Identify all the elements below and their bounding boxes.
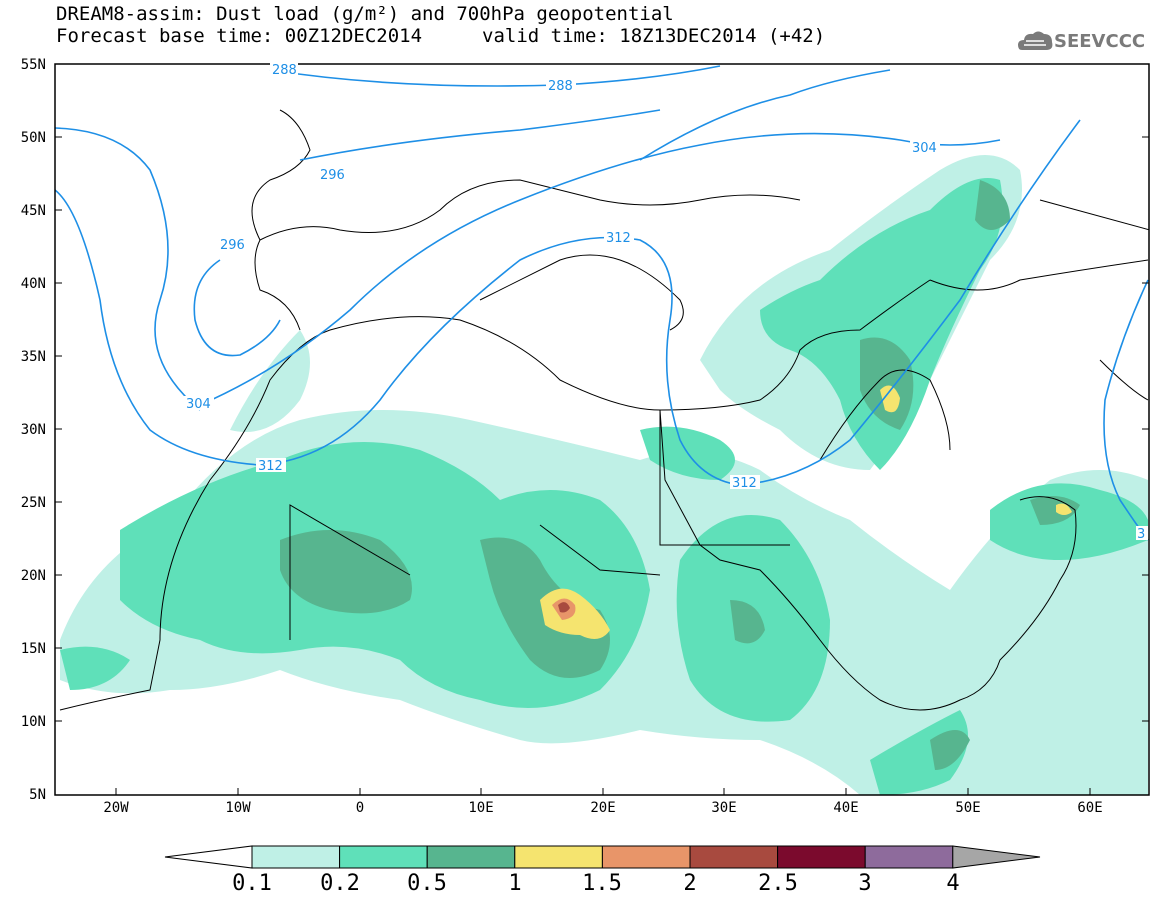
lon-label: 20W xyxy=(103,800,129,816)
contour-label: 312 xyxy=(606,231,631,246)
colorbar-swatch xyxy=(777,845,866,869)
contour-label: 3 xyxy=(1137,527,1145,542)
lat-label: 10N xyxy=(20,714,46,730)
colorbar-swatch xyxy=(251,845,341,869)
dust-field xyxy=(55,65,1149,795)
dust-band-2 xyxy=(558,602,570,613)
colorbar-label: 0.1 xyxy=(232,871,272,896)
contour-label: 304 xyxy=(186,397,211,412)
contour-label: 312 xyxy=(732,476,757,491)
colorbar-label: 1 xyxy=(508,871,522,896)
colorbar-swatch xyxy=(426,845,516,869)
chart-title: DREAM8-assim: Dust load (g/m²) and 700hP… xyxy=(56,3,674,25)
contour-label: 288 xyxy=(272,63,297,78)
lon-label: 50E xyxy=(955,800,981,816)
lon-label: 30E xyxy=(711,800,737,816)
base-time-label: Forecast base time: 00Z12DEC2014 xyxy=(56,25,423,47)
lat-label: 50N xyxy=(20,130,46,146)
colorbar-label: 4 xyxy=(946,871,960,896)
lat-label: 15N xyxy=(20,641,46,657)
colorbar-label: 0.2 xyxy=(320,871,360,896)
valid-time-label: valid time: 18Z13DEC2014 (+42) xyxy=(482,25,826,47)
geopotential-contours xyxy=(55,65,1149,541)
lat-label: 35N xyxy=(20,349,46,365)
lon-label: 40E xyxy=(833,800,859,816)
colorbar-swatch xyxy=(339,845,428,869)
logo-text: SEEVCCC xyxy=(1054,31,1146,52)
lon-label: 60E xyxy=(1077,800,1103,816)
contour-label: 312 xyxy=(258,459,283,474)
contour-label: 296 xyxy=(220,238,245,253)
lon-label: 0 xyxy=(355,800,365,816)
cloud-icon xyxy=(1018,31,1053,50)
colorbar-swatch xyxy=(864,845,954,869)
colorbar-label: 2.5 xyxy=(758,871,798,896)
lat-label: 45N xyxy=(20,203,46,219)
country-borders xyxy=(59,109,1149,711)
colorbar-swatch xyxy=(689,845,779,869)
colorbar-label: 2 xyxy=(683,871,697,896)
lat-label: 55N xyxy=(20,57,46,73)
lat-label: 20N xyxy=(20,568,46,584)
colorbar-swatch xyxy=(514,845,603,869)
contour-labels: 288 288 296 296 304 304 312 312 312 3 xyxy=(184,63,1148,542)
contour-label: 304 xyxy=(912,141,937,156)
axis-ticks xyxy=(55,136,1149,795)
colorbar-label: 1.5 xyxy=(582,871,622,896)
lat-label: 40N xyxy=(20,276,46,292)
lon-label: 10W xyxy=(225,800,251,816)
lat-label: 5N xyxy=(29,787,46,803)
lat-label: 25N xyxy=(20,495,46,511)
contour-label: 296 xyxy=(320,168,345,183)
colorbar-label: 3 xyxy=(858,871,872,896)
colorbar-upper-arrow xyxy=(952,845,1041,869)
lon-label: 20E xyxy=(590,800,616,816)
colorbar-label: 0.5 xyxy=(407,871,447,896)
lon-label: 10E xyxy=(468,800,494,816)
colorbar xyxy=(164,845,1041,869)
colorbar-lower-arrow xyxy=(164,845,253,869)
lat-label: 30N xyxy=(20,422,46,438)
contour-label: 288 xyxy=(548,79,573,94)
colorbar-swatch xyxy=(601,845,691,869)
